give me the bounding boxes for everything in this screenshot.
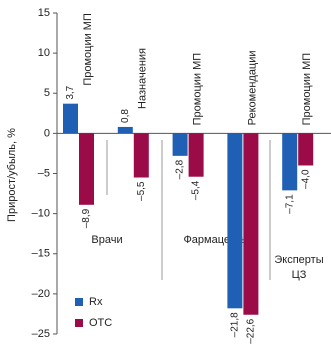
- y-axis-label: Прирост/убыль, %: [6, 128, 18, 222]
- y-tick-label: 10: [38, 47, 50, 59]
- y-tick-label: –10: [32, 208, 50, 220]
- category-label: Промоции МП: [82, 13, 94, 86]
- category-label: Промоции МП: [301, 53, 313, 126]
- y-tick-label: 0: [44, 127, 50, 139]
- value-label: 0,8: [120, 109, 131, 123]
- y-tick-label: –15: [32, 248, 50, 260]
- value-label: –22,6: [246, 318, 257, 343]
- y-tick-label: –5: [38, 167, 50, 179]
- bar: [133, 133, 149, 178]
- bar: [298, 133, 314, 166]
- legend-label: Rx: [89, 296, 103, 308]
- y-tick-label: 5: [44, 87, 50, 99]
- y-tick-label: 15: [38, 7, 50, 19]
- bar: [227, 133, 243, 309]
- value-label: –2,8: [175, 159, 186, 179]
- bar: [172, 133, 188, 156]
- category-label: Рекомендации: [246, 50, 258, 125]
- legend-label: OTC: [89, 317, 112, 329]
- value-label: –4,0: [300, 169, 311, 189]
- value-label: 3,7: [65, 85, 76, 99]
- category-label: Промоции МП: [192, 53, 204, 126]
- value-label: –7,1: [284, 194, 295, 214]
- bar: [188, 133, 204, 177]
- bar: [117, 126, 133, 134]
- value-label: –21,8: [230, 312, 241, 337]
- category-label: Назначения: [137, 48, 149, 109]
- value-label: –8,9: [81, 208, 92, 228]
- legend-swatch: [75, 298, 83, 306]
- bar: [243, 133, 259, 315]
- y-tick-label: –25: [32, 328, 50, 340]
- legend-swatch: [75, 319, 83, 327]
- bar: [282, 133, 298, 191]
- group-label: Эксперты ЦЗ: [274, 254, 324, 281]
- value-label: –5,5: [136, 181, 147, 201]
- bar: [79, 133, 94, 205]
- value-label: –5,4: [191, 180, 202, 200]
- group-label: Врачи: [91, 234, 122, 246]
- y-tick-label: –20: [32, 288, 50, 300]
- bar: [63, 103, 78, 134]
